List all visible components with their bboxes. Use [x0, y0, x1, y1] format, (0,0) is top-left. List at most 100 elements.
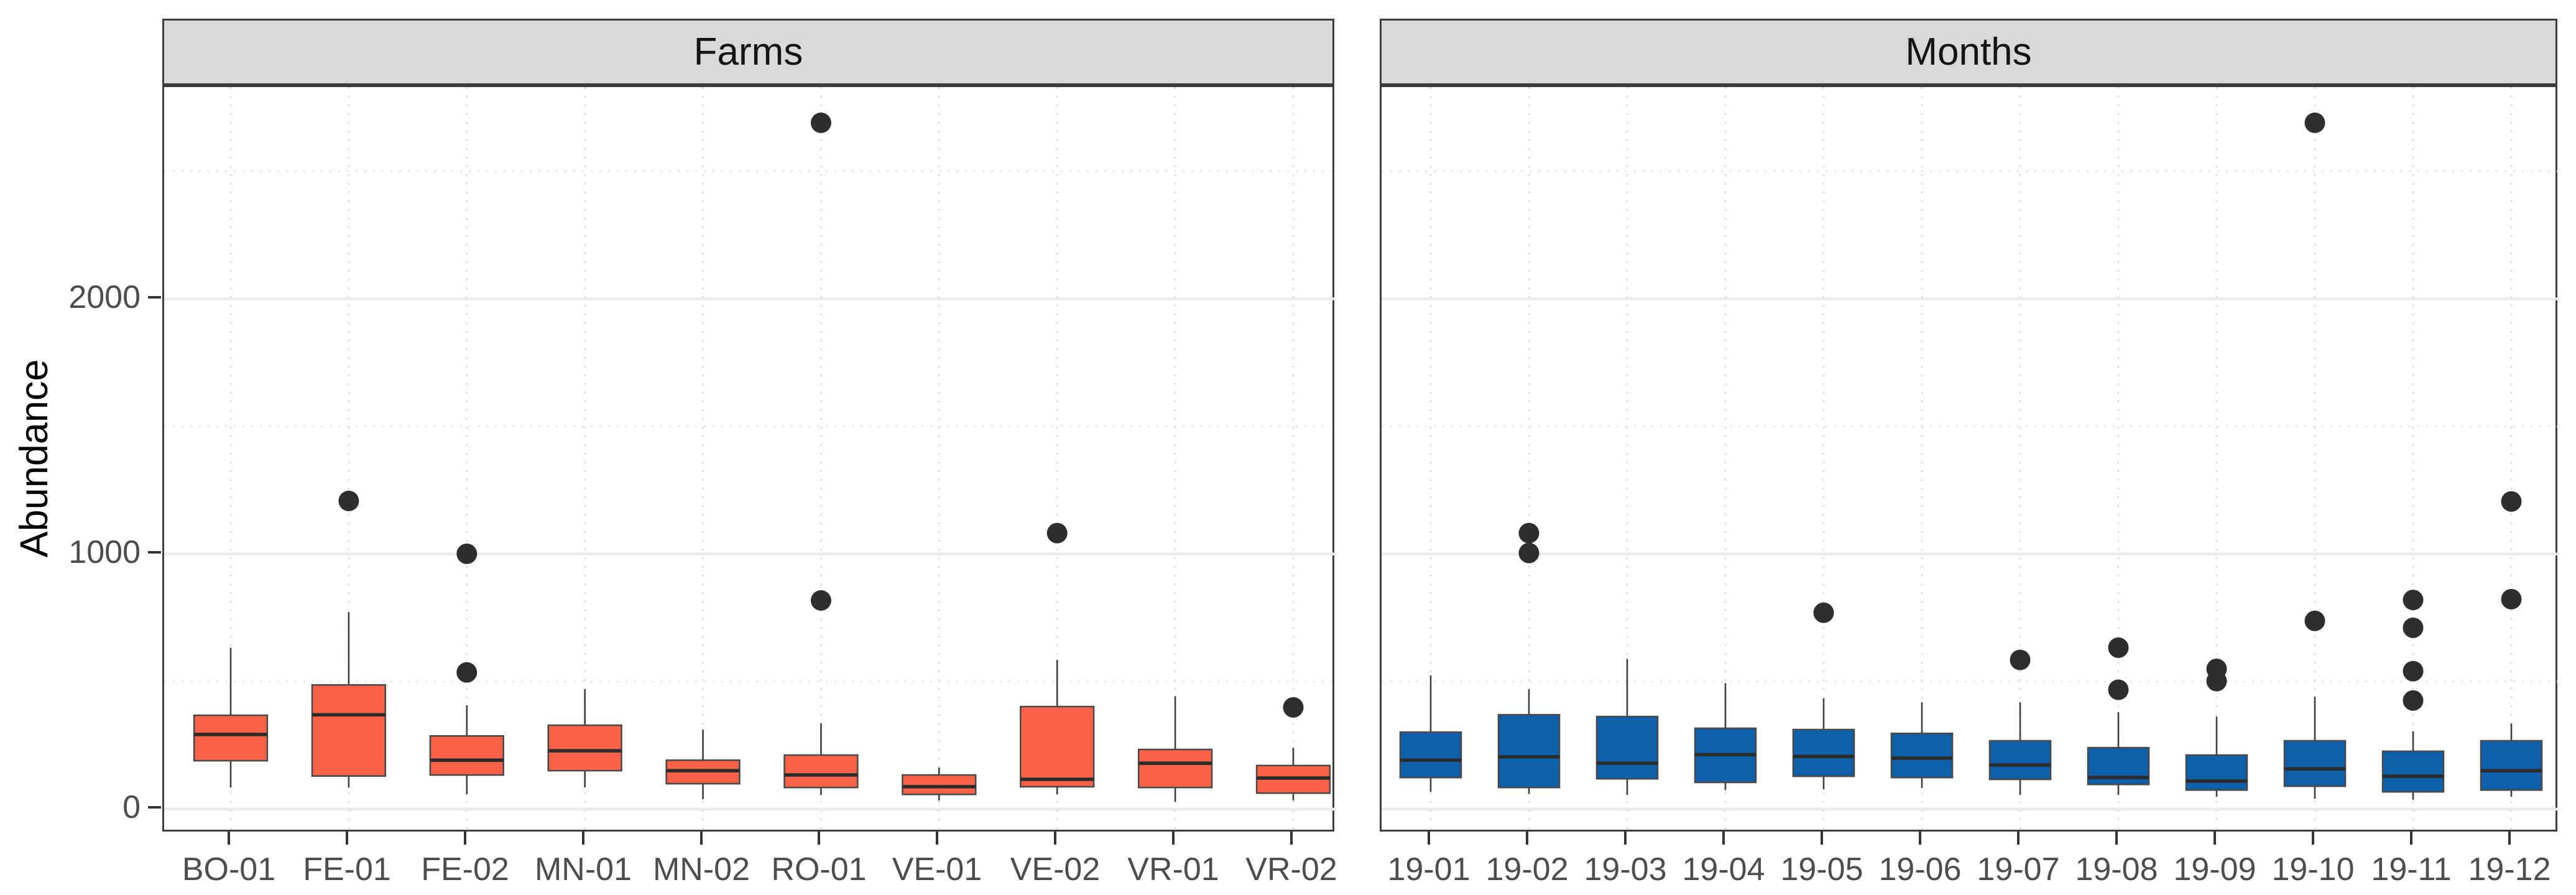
facet-strip-months-label: Months: [1905, 30, 2032, 73]
outlier-point: [1518, 542, 1540, 563]
boxplot-VE-02: [1020, 522, 1095, 795]
x-tick-label-VR-02: VR-02: [1245, 851, 1337, 888]
outlier-point: [810, 112, 831, 133]
x-axis-tick: [1919, 832, 1921, 845]
boxplot-19-10: [2283, 112, 2347, 799]
outlier-point: [2010, 649, 2031, 670]
boxplot-19-04: [1694, 683, 1757, 791]
outlier-point: [2108, 637, 2129, 658]
box: [429, 735, 504, 776]
x-tick-label-BO-01: BO-01: [182, 851, 276, 888]
outlier-point: [2206, 670, 2227, 692]
box: [1595, 715, 1659, 780]
boxplot-VR-01: [1137, 696, 1213, 802]
box: [1020, 705, 1095, 788]
panel-plot-farms: [164, 87, 1336, 833]
outlier-point: [338, 490, 359, 511]
boxplot-19-09: [2185, 658, 2248, 797]
boxplot-19-03: [1595, 659, 1659, 795]
x-tick-label-19-12: 19-12: [2468, 851, 2551, 888]
facet-panel-farms: [162, 85, 1336, 833]
y-axis-tick: [148, 551, 161, 554]
boxplot-19-07: [1988, 649, 2052, 795]
outlier-point: [2403, 617, 2424, 638]
x-tick-label-19-02: 19-02: [1485, 851, 1569, 888]
x-axis-tick: [1172, 832, 1175, 845]
x-axis-tick: [2508, 832, 2511, 845]
x-axis-tick: [818, 832, 820, 845]
outlier-point: [456, 662, 478, 683]
outlier-point: [1283, 697, 1304, 718]
outlier-point: [2403, 690, 2424, 711]
x-tick-label-MN-02: MN-02: [652, 851, 750, 888]
x-axis-tick: [346, 832, 348, 845]
boxplot-RO-01: [783, 112, 859, 795]
x-axis-tick: [1624, 832, 1627, 845]
outlier-point: [2501, 588, 2522, 610]
x-tick-label-19-05: 19-05: [1780, 851, 1863, 888]
box: [1399, 731, 1462, 779]
outlier-point: [810, 590, 831, 611]
x-tick-label-FE-01: FE-01: [303, 851, 391, 888]
x-axis-tick: [1526, 832, 1528, 845]
x-axis-tick: [700, 832, 703, 845]
box: [1988, 740, 2052, 781]
x-tick-label-19-06: 19-06: [1878, 851, 1962, 888]
y-tick-label-1000: 1000: [68, 534, 141, 570]
y-tick-label-0: 0: [122, 789, 141, 825]
x-tick-label-VE-01: VE-01: [892, 851, 982, 888]
boxplot-19-01: [1399, 675, 1462, 792]
x-tick-label-19-11: 19-11: [2371, 851, 2452, 888]
outlier-point: [1813, 602, 1834, 623]
box: [1890, 732, 1954, 779]
x-tick-label-19-07: 19-07: [1977, 851, 2060, 888]
x-tick-label-19-09: 19-09: [2173, 851, 2256, 888]
boxplot-19-11: [2381, 590, 2445, 800]
outlier-point: [1518, 522, 1540, 544]
box: [311, 684, 387, 777]
boxplot-19-02: [1497, 522, 1561, 794]
facet-strip-farms: Farms: [162, 19, 1334, 85]
x-tick-label-19-01: 19-01: [1387, 851, 1470, 888]
box: [783, 754, 859, 789]
outlier-point: [2403, 590, 2424, 611]
box: [2381, 750, 2445, 793]
y-tick-label-2000: 2000: [68, 279, 141, 315]
box: [2480, 740, 2543, 791]
outlier-point: [2304, 610, 2325, 631]
x-tick-label-19-08: 19-08: [2075, 851, 2158, 888]
outlier-point: [456, 543, 478, 564]
box: [1792, 728, 1855, 777]
x-axis-tick: [936, 832, 938, 845]
box: [547, 724, 622, 772]
facet-strip-months: Months: [1380, 19, 2557, 85]
outlier-point: [2501, 491, 2522, 512]
box: [1497, 713, 1561, 789]
y-axis-tick: [148, 296, 161, 299]
x-tick-label-VE-02: VE-02: [1010, 851, 1101, 888]
boxplot-19-08: [2087, 637, 2150, 795]
x-axis-tick: [1722, 832, 1725, 845]
facet-strip-farms-label: Farms: [693, 30, 803, 73]
boxplot-VE-01: [902, 767, 977, 801]
x-tick-label-MN-01: MN-01: [534, 851, 632, 888]
x-axis-tick: [228, 832, 230, 845]
x-axis-tick: [1290, 832, 1293, 845]
x-axis-tick: [2115, 832, 2118, 845]
x-tick-label-19-03: 19-03: [1584, 851, 1667, 888]
x-tick-label-FE-02: FE-02: [421, 851, 509, 888]
box: [2185, 754, 2248, 791]
x-tick-label-19-10: 19-10: [2271, 851, 2355, 888]
boxplot-19-12: [2480, 491, 2543, 797]
box: [193, 714, 269, 762]
outlier-point: [2108, 679, 2129, 700]
boxplot-19-05: [1792, 602, 1855, 790]
x-axis-tick: [2017, 832, 2020, 845]
boxplot-FE-01: [311, 490, 387, 788]
boxplot-MN-02: [665, 730, 741, 800]
x-tick-label-19-04: 19-04: [1682, 851, 1765, 888]
box: [2283, 740, 2347, 787]
x-tick-label-RO-01: RO-01: [771, 851, 867, 888]
boxplot-MN-01: [547, 689, 622, 788]
x-axis-tick: [582, 832, 584, 845]
